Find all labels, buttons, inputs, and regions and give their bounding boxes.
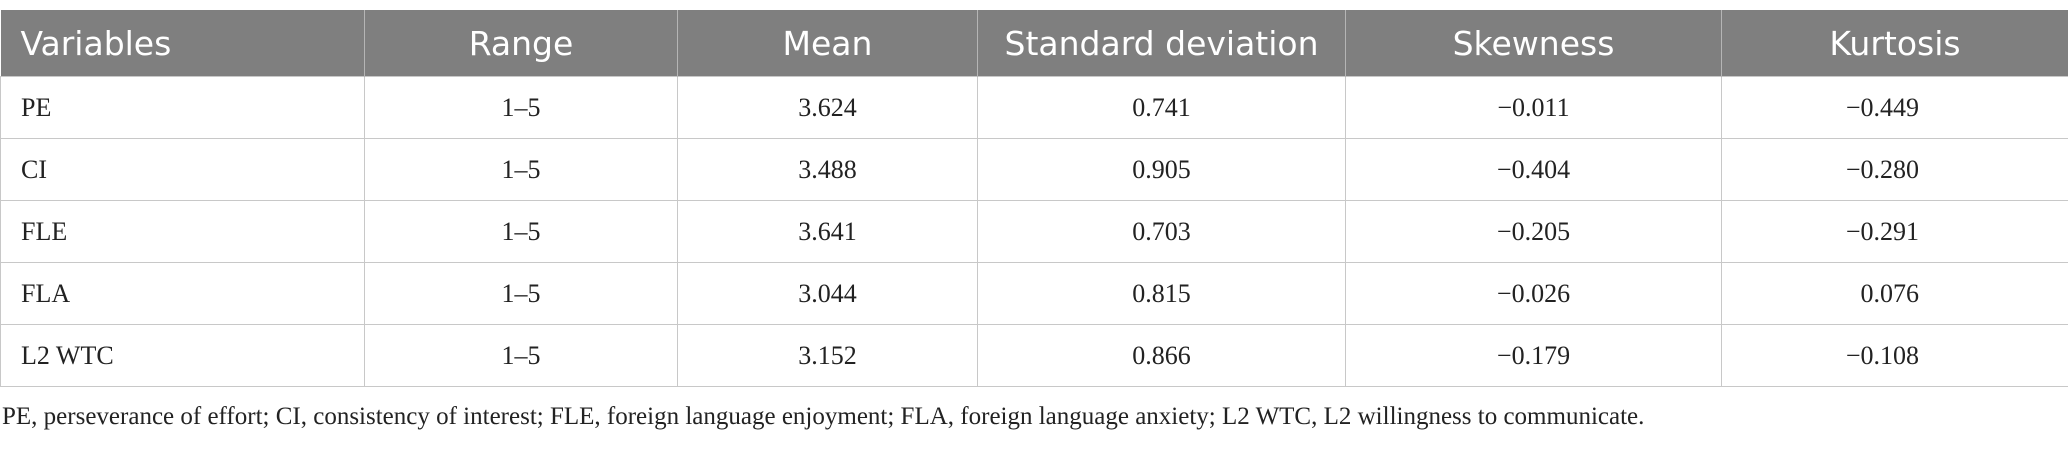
table-cell: 1–5 — [365, 201, 678, 263]
table-cell: −0.449 — [1722, 77, 2068, 139]
table-cell: −0.026 — [1346, 263, 1722, 325]
table-cell: −0.011 — [1346, 77, 1722, 139]
table-cell: L2 WTC — [1, 325, 365, 387]
table-cell: −0.205 — [1346, 201, 1722, 263]
header-cell: Range — [365, 10, 678, 77]
table-cell: 1–5 — [365, 263, 678, 325]
table-cell: 3.488 — [678, 139, 978, 201]
table-cell: 3.044 — [678, 263, 978, 325]
table-cell: 0.815 — [978, 263, 1346, 325]
footnote: PE, perseverance of effort; CI, consiste… — [2, 403, 2068, 431]
header-cell: Variables — [1, 10, 365, 77]
table-cell: PE — [1, 77, 365, 139]
table-cell: FLE — [1, 201, 365, 263]
table-cell: 3.152 — [678, 325, 978, 387]
header-cell: Skewness — [1346, 10, 1722, 77]
table-cell: −0.291 — [1722, 201, 2068, 263]
table-cell: 1–5 — [365, 139, 678, 201]
header-cell: Mean — [678, 10, 978, 77]
table-cell: 0.741 — [978, 77, 1346, 139]
table-cell: −0.404 — [1346, 139, 1722, 201]
header-cell: Kurtosis — [1722, 10, 2068, 77]
table-cell: 3.641 — [678, 201, 978, 263]
table-cell: −0.179 — [1346, 325, 1722, 387]
table-cell: 0.076 — [1722, 263, 2068, 325]
table-cell: −0.280 — [1722, 139, 2068, 201]
table-cell: CI — [1, 139, 365, 201]
table-cell: FLA — [1, 263, 365, 325]
table-cell: 0.703 — [978, 201, 1346, 263]
table-cell: 1–5 — [365, 325, 678, 387]
header-cell: Standard deviation — [978, 10, 1346, 77]
table-cell: 0.866 — [978, 325, 1346, 387]
table-cell: −0.108 — [1722, 325, 2068, 387]
table-cell: 0.905 — [978, 139, 1346, 201]
table-cell: 3.624 — [678, 77, 978, 139]
table-cell: 1–5 — [365, 77, 678, 139]
